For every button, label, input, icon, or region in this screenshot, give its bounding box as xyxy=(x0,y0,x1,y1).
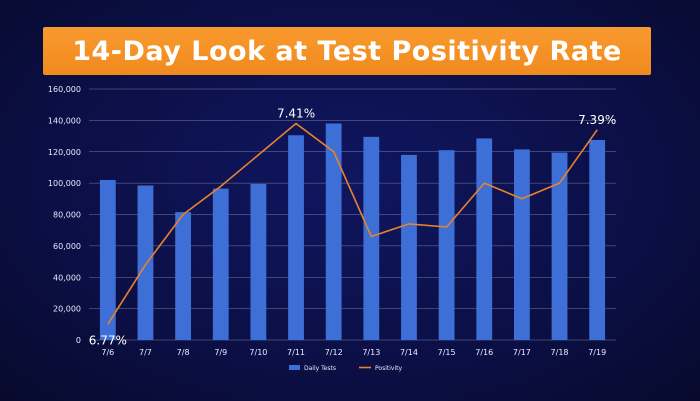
daily-tests-bar xyxy=(363,136,380,340)
y-tick-label: 40,000 xyxy=(53,273,81,282)
daily-tests-bar xyxy=(513,149,530,340)
data-callout: 7.39% xyxy=(578,113,616,127)
legend-label-positivity: Positivity xyxy=(375,365,402,372)
data-callout: 6.77% xyxy=(89,333,127,347)
daily-tests-bar xyxy=(212,188,229,340)
y-tick-label: 120,000 xyxy=(48,148,81,157)
data-callout: 7.41% xyxy=(277,107,315,121)
chart-title: 14-Day Look at Test Positivity Rate xyxy=(43,27,651,75)
legend-swatch-daily-tests xyxy=(289,365,300,370)
y-axis: 0 20,000 40,000 60,000 80,000 100,000 120,000 1… xyxy=(48,85,81,345)
y-tick-label: 100,000 xyxy=(48,179,81,188)
daily-tests-bar xyxy=(99,179,116,340)
legend: Daily Tests Positivity xyxy=(289,365,402,372)
x-tick-label: 7/18 xyxy=(551,348,569,357)
daily-tests-bar xyxy=(589,139,606,340)
y-tick-label: 60,000 xyxy=(53,242,81,251)
x-tick-label: 7/19 xyxy=(588,348,606,357)
y-tick-label: 140,000 xyxy=(48,116,81,125)
y-tick-label: 20,000 xyxy=(53,305,81,314)
positivity-line-group xyxy=(107,122,598,325)
x-tick-label: 7/13 xyxy=(362,348,380,357)
x-tick-label: 7/14 xyxy=(400,348,418,357)
y-tick-label: 0 xyxy=(76,336,81,345)
x-tick-label: 7/12 xyxy=(325,348,343,357)
grid-lines xyxy=(89,88,616,341)
y-tick-label: 80,000 xyxy=(53,211,81,220)
x-tick-label: 7/6 xyxy=(101,348,114,357)
daily-tests-bar xyxy=(476,138,493,340)
x-tick-label: 7/17 xyxy=(513,348,531,357)
x-tick-label: 7/11 xyxy=(287,348,305,357)
daily-tests-bars xyxy=(99,123,606,340)
daily-tests-bar xyxy=(551,152,568,340)
daily-tests-bar xyxy=(325,123,342,340)
x-axis: 7/6 7/7 7/8 7/9 7/10 7/11 7/12 7/13 7/14 7/15 7/16… xyxy=(101,348,606,357)
positivity-line xyxy=(107,122,598,325)
legend-label-daily-tests: Daily Tests xyxy=(304,365,336,372)
annotations: 6.77% 7.41% 7.39% xyxy=(89,107,616,348)
x-tick-label: 7/9 xyxy=(214,348,227,357)
daily-tests-bar xyxy=(401,154,417,340)
x-tick-label: 7/7 xyxy=(139,348,152,357)
x-tick-label: 7/16 xyxy=(475,348,493,357)
daily-tests-bar xyxy=(288,135,304,340)
x-tick-label: 7/15 xyxy=(438,348,456,357)
x-tick-label: 7/10 xyxy=(249,348,267,357)
y-tick-label: 160,000 xyxy=(48,85,81,94)
daily-tests-bar xyxy=(175,212,192,340)
daily-tests-bar xyxy=(137,185,154,340)
daily-tests-bar xyxy=(438,150,455,340)
x-tick-label: 7/8 xyxy=(177,348,190,357)
daily-tests-bar xyxy=(250,183,267,340)
